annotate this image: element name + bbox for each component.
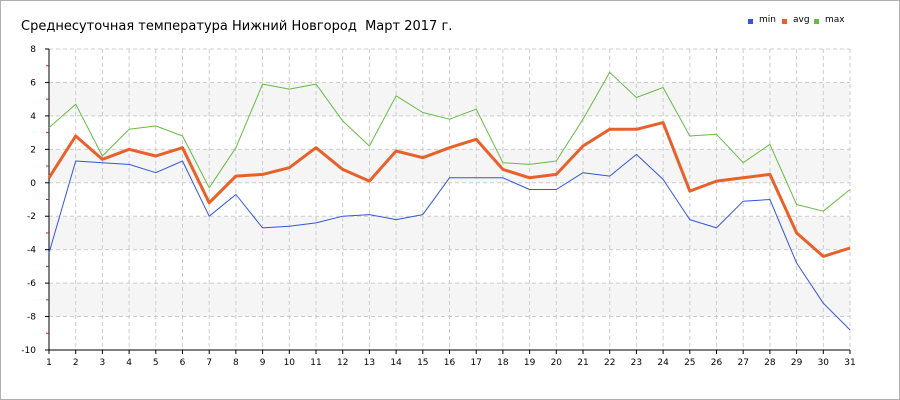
x-tick-label: 19 [524,358,536,368]
y-tick-label: 6 [30,78,36,88]
x-tick-label: 5 [153,358,159,368]
y-tick-label: -6 [27,279,36,289]
y-tick-label: -4 [27,246,36,256]
legend-swatch-max [814,19,819,24]
x-tick-label: 25 [684,358,695,368]
y-tick-label: -2 [27,212,36,222]
x-tick-label: 11 [310,358,321,368]
y-tick-label: 0 [30,179,36,189]
series-line-max [48,71,851,212]
x-tick-label: 27 [737,358,748,368]
x-tick-label: 15 [417,358,428,368]
y-tick-label: -10 [21,346,36,356]
x-tick-label: 16 [444,358,456,368]
chart-title: Среднесуточная температура Нижний Новгор… [21,19,453,34]
x-tick-label: 14 [390,358,402,368]
x-tick-label: 1 [46,358,52,368]
x-tick-label: 10 [284,358,296,368]
series-line-avg [47,121,851,258]
y-tick-label: 8 [30,45,36,55]
legend-label-max: max [825,15,845,25]
x-tick-label: 4 [126,358,132,368]
series-line-min [48,153,851,331]
y-tick-label: -8 [27,313,36,323]
x-tick-label: 12 [337,358,348,368]
x-tick-label: 31 [844,358,855,368]
x-tick-label: 8 [233,358,239,368]
x-tick-label: 18 [497,358,509,368]
x-tick-label: 30 [818,358,830,368]
y-tick-label: 2 [30,145,36,155]
x-tick-label: 29 [791,358,803,368]
legend-label-avg: avg [793,15,810,25]
x-tick-label: 20 [551,358,563,368]
legend-label-min: min [759,15,776,25]
x-tick-label: 6 [180,358,186,368]
x-tick-label: 21 [577,358,588,368]
x-tick-label: 3 [100,358,106,368]
x-tick-label: 26 [711,358,723,368]
x-tick-label: 17 [470,358,481,368]
x-tick-label: 24 [657,358,669,368]
x-tick-label: 22 [604,358,615,368]
x-tick-label: 7 [206,358,212,368]
legend-swatch-min [748,19,753,24]
legend-swatch-avg [782,19,787,24]
x-tick-label: 9 [260,358,266,368]
x-tick-label: 2 [73,358,79,368]
x-tick-label: 23 [631,358,642,368]
x-tick-label: 28 [764,358,776,368]
y-tick-label: 4 [30,112,36,122]
x-tick-label: 13 [364,358,375,368]
